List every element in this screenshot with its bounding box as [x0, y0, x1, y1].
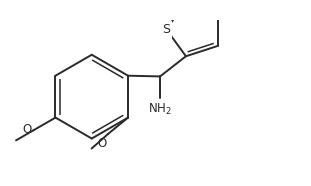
Text: S: S — [162, 23, 170, 36]
Text: NH$_2$: NH$_2$ — [148, 102, 172, 117]
Text: O: O — [23, 123, 32, 136]
Text: O: O — [97, 137, 107, 150]
